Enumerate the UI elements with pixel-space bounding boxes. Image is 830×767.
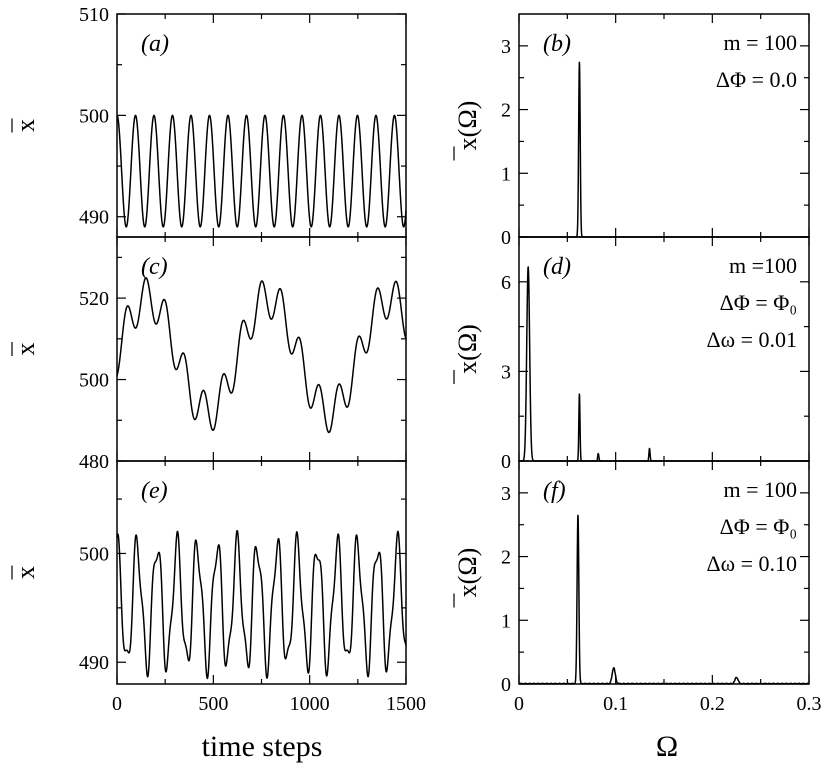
panel-e: 490 500 0 500 1000 1500 (e) x — [11, 460, 426, 715]
ytick-label: 1 — [501, 610, 511, 632]
panel-label-d: (d) — [543, 254, 571, 280]
ytick-label: 2 — [501, 547, 511, 569]
annotation: m = 100 — [723, 30, 797, 55]
panel-label-c: (c) — [141, 254, 168, 280]
series-line-a — [116, 114, 407, 228]
panel-c: 480 500 520 (c) x — [11, 236, 407, 473]
xtick-label: 0.1 — [603, 693, 628, 715]
left-xlabel: time steps — [202, 730, 323, 763]
ytick-label: 3 — [501, 361, 511, 383]
annotation: ΔΦ = 0.0 — [716, 67, 797, 92]
ytick-label: 510 — [79, 4, 109, 26]
series-line-f — [518, 514, 810, 685]
annotation: Δω = 0.01 — [706, 327, 797, 352]
panel-label-f: (f) — [543, 478, 566, 504]
right-xlabel: Ω — [656, 730, 678, 763]
ytick-label: 0 — [501, 227, 511, 249]
ylabel-a: x — [11, 119, 40, 132]
panel-label-b: (b) — [543, 31, 571, 57]
ytick-label: 0 — [501, 451, 511, 473]
xtick-label: 0 — [112, 693, 122, 715]
annotation: Δω = 0.10 — [706, 551, 797, 576]
xtick-label: 1000 — [290, 693, 330, 715]
panel-label-e: (e) — [141, 478, 168, 504]
series-line-c — [116, 277, 407, 434]
panel-label-a: (a) — [141, 31, 169, 57]
ylabel-e: x — [11, 566, 40, 579]
ylabel-d: x(Ω) — [453, 324, 482, 374]
xtick-label: 0.3 — [797, 693, 822, 715]
ytick-label: 3 — [501, 483, 511, 505]
ytick-label: 500 — [79, 105, 109, 127]
ytick-label: 2 — [501, 100, 511, 122]
ytick-label: 6 — [501, 272, 511, 294]
ytick-label: 0 — [501, 674, 511, 696]
annotation: m =100 — [729, 253, 797, 278]
xtick-label: 500 — [198, 693, 228, 715]
xtick-label: 1500 — [386, 693, 426, 715]
ylabel-c: x — [11, 343, 40, 356]
ytick-label: 3 — [501, 36, 511, 58]
annotation: ΔΦ = Φ₀ — [720, 290, 797, 315]
ylabel-b: x(Ω) — [453, 101, 482, 151]
xtick-label: 0.2 — [700, 693, 725, 715]
ytick-label: 490 — [79, 652, 109, 674]
annotation: m = 100 — [723, 477, 797, 502]
ytick-label: 1 — [501, 163, 511, 185]
ytick-label: 500 — [79, 370, 109, 392]
xtick-label: 0 — [514, 693, 524, 715]
panel-d: 0 3 6 (d) m =100 ΔΦ = Φ₀ Δω = 0.01 x(Ω) — [453, 236, 810, 473]
series-line-e — [116, 529, 407, 680]
ytick-label: 480 — [79, 451, 109, 473]
panel-b: 0 1 2 3 (b) m = 100 ΔΦ = 0.0 x(Ω) — [453, 13, 810, 249]
panel-f: 0 1 2 3 0 0.1 0.2 0.3 (f) m = 100 ΔΦ = Φ₀ Δω = 0.10… — [453, 460, 822, 715]
ytick-label: 520 — [79, 288, 109, 310]
ytick-label: 490 — [79, 207, 109, 229]
annotation: ΔΦ = Φ₀ — [720, 514, 797, 539]
ylabel-f: x(Ω) — [453, 548, 482, 598]
ytick-label: 500 — [79, 543, 109, 565]
panel-a: 490 500 510 (a) x — [11, 4, 407, 238]
